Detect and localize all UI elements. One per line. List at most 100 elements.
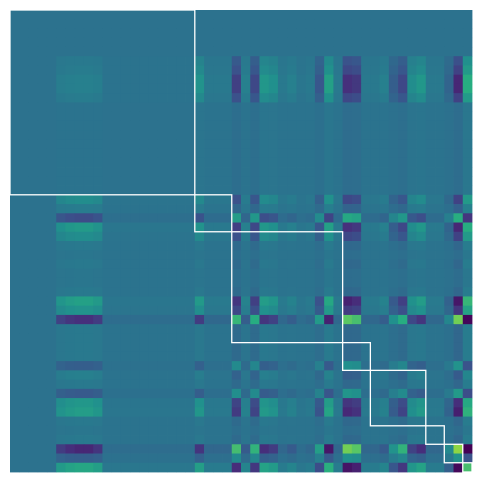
heatmap-cell [194, 398, 205, 408]
heatmap-cell [444, 204, 454, 214]
heatmap-cell [139, 324, 149, 334]
heatmap-cell [176, 296, 186, 307]
heatmap-cell [46, 194, 57, 205]
heatmap-cell [167, 222, 177, 233]
heatmap-cell [93, 74, 103, 85]
heatmap-cell [444, 213, 454, 223]
heatmap-cell [342, 204, 353, 214]
heatmap-cell [19, 74, 29, 85]
heatmap-cell [333, 333, 344, 344]
heatmap-cell [185, 213, 196, 223]
heatmap-cell [111, 370, 122, 380]
heatmap-cell [407, 379, 417, 390]
heatmap-cell [435, 213, 445, 223]
heatmap-cell [435, 102, 445, 113]
heatmap-cell [287, 10, 297, 20]
heatmap-cell [222, 333, 233, 344]
heatmap-cell [287, 435, 297, 445]
heatmap-cell [204, 102, 214, 113]
heatmap-cell [425, 102, 436, 113]
heatmap-cell [462, 37, 473, 48]
heatmap-cell [407, 10, 417, 20]
heatmap-cell [416, 277, 427, 288]
heatmap-cell [74, 37, 85, 48]
heatmap-cell [361, 130, 371, 140]
heatmap-cell [102, 28, 113, 39]
heatmap-cell [111, 28, 122, 39]
heatmap-cell [342, 241, 353, 251]
heatmap-cell [277, 102, 288, 113]
heatmap-cell [296, 56, 307, 66]
heatmap-cell [425, 157, 436, 168]
heatmap-cell [462, 407, 473, 417]
heatmap-cell [435, 231, 445, 242]
heatmap-cell [425, 342, 436, 353]
heatmap-cell [120, 46, 131, 57]
heatmap-cell [222, 176, 233, 186]
heatmap-cell [305, 231, 316, 242]
heatmap-cell [222, 342, 233, 353]
heatmap-cell [324, 120, 334, 131]
heatmap-cell [333, 222, 344, 233]
heatmap-cell [204, 268, 214, 279]
heatmap-cell [268, 37, 279, 48]
heatmap-cell [444, 314, 454, 325]
heatmap-cell [19, 111, 29, 122]
heatmap-cell [28, 176, 39, 186]
heatmap-cell [231, 28, 242, 39]
heatmap-cell [83, 305, 94, 316]
heatmap-cell [305, 241, 316, 251]
heatmap-cell [222, 287, 233, 297]
heatmap-cell [83, 157, 94, 168]
heatmap-cell [74, 10, 85, 20]
heatmap-cell [444, 370, 454, 380]
heatmap-cell [444, 425, 454, 436]
heatmap-cell [351, 241, 362, 251]
heatmap-cell [102, 361, 113, 371]
heatmap-cell [148, 287, 159, 297]
heatmap-cell [139, 241, 149, 251]
heatmap-cell [287, 425, 297, 436]
heatmap-cell [74, 287, 85, 297]
heatmap-cell [10, 324, 20, 334]
heatmap-cell [241, 259, 251, 270]
heatmap-cell [361, 157, 371, 168]
heatmap-cell [167, 102, 177, 113]
heatmap-cell [296, 83, 307, 94]
heatmap-cell [407, 194, 417, 205]
heatmap-cell [268, 370, 279, 380]
heatmap-cell [342, 398, 353, 408]
heatmap-cell [19, 305, 29, 316]
heatmap-cell [277, 83, 288, 94]
heatmap-cell [324, 231, 334, 242]
heatmap-cell [130, 111, 140, 122]
heatmap-cell [65, 370, 76, 380]
heatmap-cell [56, 56, 66, 66]
heatmap-cell [287, 37, 297, 48]
heatmap-cell [398, 388, 408, 399]
heatmap-cell [65, 314, 76, 325]
heatmap-cell [157, 333, 168, 344]
heatmap-cell [296, 379, 307, 390]
heatmap-cell [120, 268, 131, 279]
heatmap-cell [176, 250, 186, 260]
heatmap-cell [204, 111, 214, 122]
heatmap-cell [204, 93, 214, 103]
heatmap-cell [185, 65, 196, 76]
heatmap-cell [111, 444, 122, 454]
heatmap-cell [342, 56, 353, 66]
heatmap-cell [148, 305, 159, 316]
heatmap-cell [388, 56, 399, 66]
heatmap-cell [333, 462, 344, 473]
heatmap-cell [435, 130, 445, 140]
heatmap-cell [314, 102, 325, 113]
heatmap-cell [176, 28, 186, 39]
heatmap-cell [130, 453, 140, 464]
heatmap-cell [139, 56, 149, 66]
heatmap-cell [361, 324, 371, 334]
heatmap-cell [204, 120, 214, 131]
heatmap-cell [74, 102, 85, 113]
heatmap-cell [157, 56, 168, 66]
heatmap-cell [204, 388, 214, 399]
heatmap-cell [277, 139, 288, 149]
